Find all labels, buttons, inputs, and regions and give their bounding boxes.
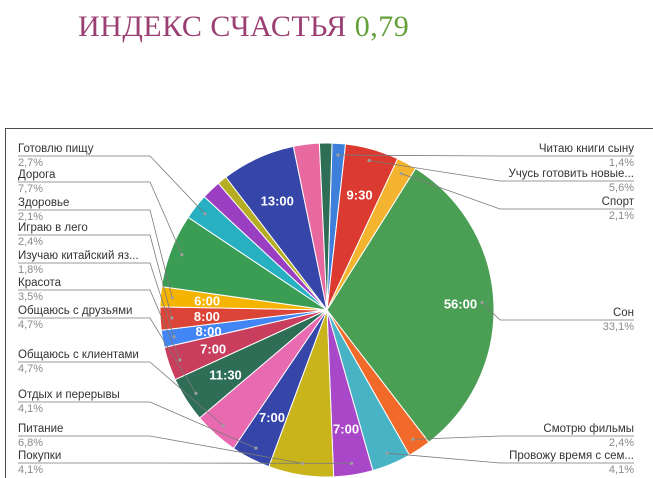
legend-label: Сон [613,307,634,319]
legend-label: Читаю книги сыну [539,143,634,155]
legend-label: Готовлю пищу [18,143,94,155]
slice-label: 8:00 [194,309,220,324]
legend-label: Питание [18,423,63,435]
legend-label: Играю в лего [18,222,88,234]
legend-label: Отдых и перерывы [18,389,120,401]
leader-dot [350,462,353,465]
legend-percent: 3,5% [18,291,43,303]
leader-dot [171,296,174,299]
leader-dot [336,153,339,156]
leader-dot [170,316,173,319]
slice-label: 13:00 [261,194,294,209]
legend-percent: 2,4% [609,437,634,449]
leader-dot [180,253,183,256]
leader-line [413,436,634,439]
legend-percent: 4,1% [609,464,634,476]
leader-dot [386,452,389,455]
legend-percent: 2,4% [18,236,43,248]
legend-percent: 4,7% [18,319,43,331]
legend-label: Красота [18,277,62,289]
legend-percent: 33,1% [603,321,634,333]
leader-dot [203,212,206,215]
legend-label: Провожу время с сем... [509,450,634,462]
legend-label: Общаюсь с друзьями [18,305,132,317]
leader-dot [367,159,370,162]
leader-dot [194,392,197,395]
legend-label: Спорт [602,196,635,208]
legend-label: Здоровье [18,197,69,209]
leader-dot [481,301,484,304]
leader-dot [178,358,181,361]
legend-percent: 6,8% [18,437,43,449]
legend-label: Изучаю китайский яз... [18,250,139,262]
legend-percent: 4,1% [18,464,43,476]
leader-dot [172,335,175,338]
legend-label: Дорога [18,169,56,181]
slice-label: 7:00 [259,410,285,425]
leader-dot [400,172,403,175]
legend-label: Покупки [18,450,61,462]
legend-label: Общаюсь с клиентами [18,349,139,361]
legend-percent: 4,1% [18,403,43,415]
slice-label: 7:00 [333,422,359,437]
legend-percent: 5,6% [609,182,634,194]
leader-dot [301,462,304,465]
legend-percent: 2,1% [18,211,43,223]
slice-label: 9:30 [347,187,373,202]
legend-percent: 2,7% [18,157,43,169]
legend-label: Учусь готовить новые... [508,168,634,180]
leader-dot [411,438,414,441]
leader-dot [222,424,225,427]
legend-label: Смотрю фильмы [543,423,634,435]
legend-percent: 2,1% [609,210,634,222]
leader-line [482,302,634,320]
legend-percent: 4,7% [18,363,43,375]
legend-percent: 7,7% [18,183,43,195]
slice-label: 6:00 [194,293,220,308]
slice-label: 11:30 [209,368,242,383]
slice-label: 7:00 [200,342,226,357]
slice-label: 56:00 [444,297,477,312]
legend-percent: 1,8% [18,264,43,276]
leader-dot [254,447,257,450]
